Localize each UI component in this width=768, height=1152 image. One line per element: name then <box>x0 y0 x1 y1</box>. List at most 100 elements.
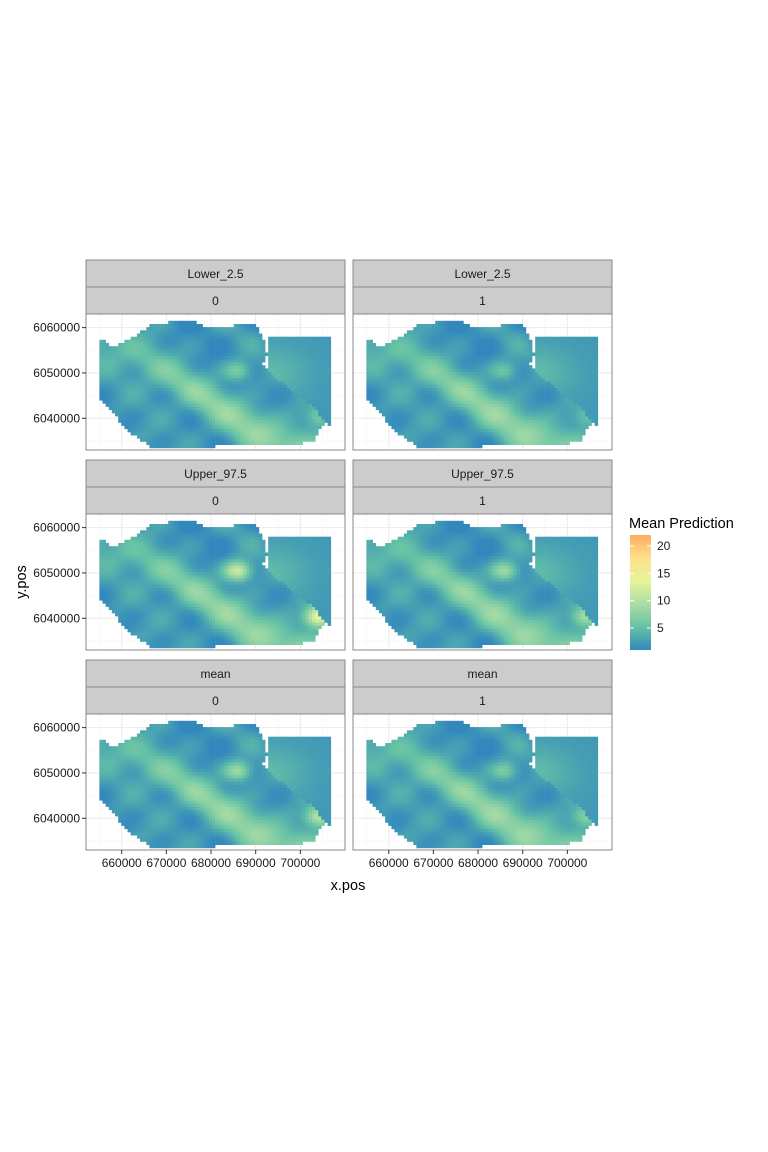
heatmap-cell <box>134 378 138 382</box>
heatmap-cell <box>582 394 586 398</box>
heatmap-cell <box>253 368 257 372</box>
heatmap-cell <box>432 438 436 442</box>
heatmap-cell <box>231 356 235 360</box>
heatmap-cell <box>498 378 502 382</box>
heatmap-cell <box>441 432 445 436</box>
heatmap-cell <box>221 381 225 385</box>
heatmap-cell <box>560 346 564 350</box>
heatmap-cell <box>388 422 392 426</box>
heatmap-cell <box>321 340 325 344</box>
heatmap-cell <box>466 340 470 344</box>
heatmap-cell <box>557 356 561 360</box>
heatmap-cell <box>532 378 536 382</box>
heatmap-cell <box>551 438 555 442</box>
heatmap-cell <box>159 340 163 344</box>
heatmap-cell <box>513 435 517 439</box>
heatmap-cell <box>128 381 132 385</box>
heatmap-cell <box>143 422 147 426</box>
heatmap-cell <box>557 435 561 439</box>
heatmap-cell <box>118 416 122 420</box>
heatmap-cell <box>174 422 178 426</box>
heatmap-cell <box>466 435 470 439</box>
heatmap-cell <box>420 394 424 398</box>
heatmap-cell <box>203 416 207 420</box>
heatmap-cell <box>551 413 555 417</box>
heatmap-cell <box>300 362 304 366</box>
heatmap-cell <box>143 346 147 350</box>
heatmap-cell <box>128 362 132 366</box>
heatmap-cell <box>196 346 200 350</box>
heatmap-cell <box>513 359 517 363</box>
heatmap-cell <box>234 346 238 350</box>
heatmap-cell <box>149 445 153 449</box>
heatmap-cell <box>491 397 495 401</box>
heatmap-cell <box>432 378 436 382</box>
heatmap-cell <box>246 438 250 442</box>
heatmap-cell <box>582 387 586 391</box>
heatmap-cell <box>246 324 250 328</box>
heatmap-cell <box>488 394 492 398</box>
heatmap-cell <box>507 381 511 385</box>
heatmap-cell <box>523 416 527 420</box>
heatmap-cell <box>395 422 399 426</box>
heatmap-cell <box>504 391 508 395</box>
heatmap-cell <box>315 387 319 391</box>
heatmap-cell <box>516 426 520 430</box>
heatmap-cell <box>174 426 178 430</box>
heatmap-cell <box>416 422 420 426</box>
heatmap-cell <box>196 353 200 357</box>
heatmap-cell <box>573 362 577 366</box>
heatmap-cell <box>140 378 144 382</box>
heatmap-cell <box>240 378 244 382</box>
heatmap-cell <box>395 375 399 379</box>
heatmap-cell <box>143 381 147 385</box>
heatmap-cell <box>460 394 464 398</box>
heatmap-cell <box>495 378 499 382</box>
heatmap-cell <box>576 426 580 430</box>
heatmap-cell <box>140 356 144 360</box>
heatmap-cell <box>121 356 125 360</box>
heatmap-cell <box>438 441 442 445</box>
heatmap-cell <box>178 327 182 331</box>
heatmap-cell <box>404 349 408 353</box>
heatmap-cell <box>234 359 238 363</box>
heatmap-cell <box>463 327 467 331</box>
heatmap-cell <box>448 365 452 369</box>
heatmap-cell <box>507 378 511 382</box>
heatmap-cell <box>438 378 442 382</box>
heatmap-cell <box>162 422 166 426</box>
heatmap-cell <box>523 353 527 357</box>
heatmap-cell <box>206 413 210 417</box>
heatmap-cell <box>582 419 586 423</box>
heatmap-cell <box>463 410 467 414</box>
heatmap-cell <box>582 391 586 395</box>
heatmap-cell <box>466 387 470 391</box>
heatmap-cell <box>131 362 135 366</box>
heatmap-cell <box>262 343 266 347</box>
heatmap-cell <box>234 375 238 379</box>
heatmap-cell <box>306 403 310 407</box>
heatmap-cell <box>563 435 567 439</box>
heatmap-cell <box>156 410 160 414</box>
heatmap-cell <box>513 441 517 445</box>
heatmap-cell <box>463 432 467 436</box>
heatmap-cell <box>199 384 203 388</box>
heatmap-cell <box>146 356 150 360</box>
heatmap-cell <box>576 429 580 433</box>
heatmap-cell <box>228 432 232 436</box>
heatmap-cell <box>507 403 511 407</box>
heatmap-cell <box>541 378 545 382</box>
heatmap-cell <box>535 387 539 391</box>
heatmap-cell <box>224 429 228 433</box>
heatmap-cell <box>146 419 150 423</box>
heatmap-cell <box>432 429 436 433</box>
heatmap-cell <box>153 387 157 391</box>
heatmap-cell <box>413 397 417 401</box>
heatmap-cell <box>429 340 433 344</box>
heatmap-cell <box>262 397 266 401</box>
heatmap-cell <box>473 384 477 388</box>
heatmap-cell <box>159 334 163 338</box>
heatmap-cell <box>585 416 589 420</box>
heatmap-cell <box>184 381 188 385</box>
heatmap-cell <box>488 391 492 395</box>
